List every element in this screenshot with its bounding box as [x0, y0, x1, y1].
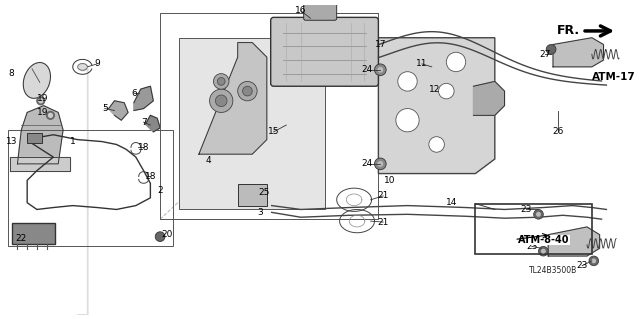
FancyBboxPatch shape: [271, 17, 378, 86]
Circle shape: [214, 74, 229, 89]
Text: 23: 23: [520, 205, 532, 214]
Text: 7: 7: [141, 118, 147, 127]
Text: 1: 1: [70, 137, 76, 146]
Circle shape: [374, 158, 386, 170]
Circle shape: [49, 114, 52, 117]
Polygon shape: [548, 227, 600, 256]
Polygon shape: [179, 38, 325, 210]
FancyBboxPatch shape: [304, 3, 337, 20]
Text: 24: 24: [361, 65, 372, 74]
Text: 8: 8: [9, 69, 15, 78]
Text: 19: 19: [37, 108, 49, 117]
Text: 9: 9: [94, 59, 100, 69]
Polygon shape: [10, 157, 70, 171]
Circle shape: [438, 83, 454, 99]
Text: 14: 14: [445, 198, 457, 207]
Text: 15: 15: [268, 127, 279, 136]
Circle shape: [378, 161, 383, 167]
Text: 10: 10: [384, 176, 396, 185]
Circle shape: [218, 78, 225, 85]
Text: ATM-8-40: ATM-8-40: [518, 234, 570, 245]
FancyBboxPatch shape: [237, 184, 267, 205]
Text: 16: 16: [295, 6, 307, 15]
Polygon shape: [199, 43, 267, 154]
Text: 13: 13: [6, 137, 17, 146]
Text: 6: 6: [131, 89, 137, 98]
Polygon shape: [553, 38, 604, 67]
Polygon shape: [145, 115, 160, 132]
Polygon shape: [109, 101, 128, 120]
Text: 3: 3: [257, 208, 263, 217]
Polygon shape: [23, 63, 51, 98]
Text: 2: 2: [157, 186, 163, 195]
Text: 18: 18: [145, 172, 156, 181]
Circle shape: [538, 246, 548, 256]
Circle shape: [216, 95, 227, 107]
Circle shape: [209, 89, 233, 112]
Text: 4: 4: [206, 156, 211, 166]
Circle shape: [47, 111, 54, 119]
Polygon shape: [378, 38, 495, 174]
Text: 21: 21: [378, 191, 389, 200]
Circle shape: [237, 81, 257, 101]
Circle shape: [243, 86, 252, 96]
Text: TL24B3500B: TL24B3500B: [529, 266, 577, 275]
Circle shape: [39, 99, 43, 103]
Text: 5: 5: [102, 104, 108, 113]
Circle shape: [429, 137, 444, 152]
Circle shape: [534, 210, 543, 219]
Text: 17: 17: [374, 40, 386, 49]
Circle shape: [378, 67, 383, 73]
Text: 27: 27: [540, 50, 551, 59]
Circle shape: [396, 108, 419, 132]
Polygon shape: [17, 106, 63, 164]
FancyBboxPatch shape: [12, 223, 55, 244]
Circle shape: [589, 256, 598, 266]
FancyBboxPatch shape: [27, 133, 42, 143]
Circle shape: [446, 52, 466, 72]
Circle shape: [591, 258, 596, 263]
Text: 20: 20: [161, 230, 173, 239]
Circle shape: [547, 45, 556, 54]
Text: 12: 12: [429, 85, 440, 94]
Text: 23: 23: [577, 261, 588, 270]
Circle shape: [398, 72, 417, 91]
Text: 11: 11: [416, 59, 428, 69]
Text: 24: 24: [361, 160, 372, 168]
Text: 22: 22: [16, 234, 27, 243]
Text: 25: 25: [258, 189, 269, 197]
Text: 18: 18: [138, 143, 149, 152]
Circle shape: [541, 249, 546, 254]
Text: 26: 26: [552, 127, 564, 136]
Text: 19: 19: [37, 94, 49, 103]
Polygon shape: [134, 86, 154, 110]
Circle shape: [156, 232, 165, 241]
Circle shape: [536, 212, 541, 217]
Text: ATM-17: ATM-17: [592, 71, 636, 82]
Text: 23: 23: [526, 242, 538, 251]
Circle shape: [374, 64, 386, 76]
Circle shape: [37, 97, 45, 105]
Polygon shape: [474, 81, 504, 115]
Text: FR.: FR.: [557, 25, 580, 37]
Text: 21: 21: [378, 218, 389, 226]
